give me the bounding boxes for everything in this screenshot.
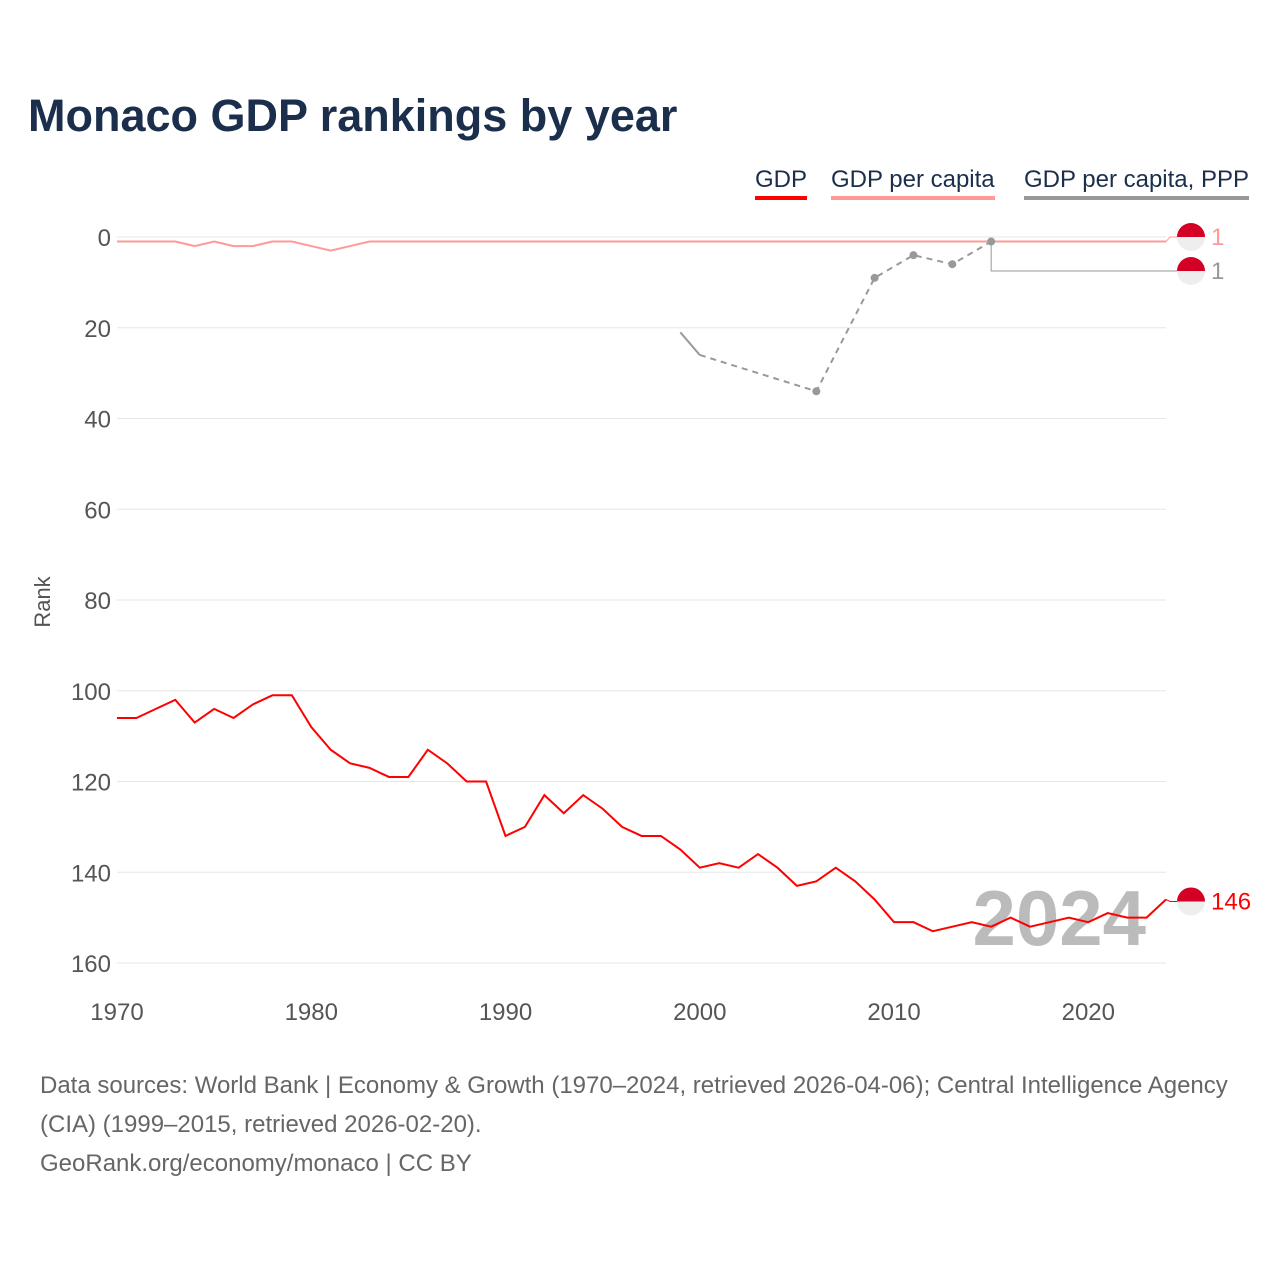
y-axis-label: Rank (30, 575, 55, 627)
legend-gdp-per-capita[interactable]: GDP per capita (831, 166, 995, 200)
monaco-flag-icon (1177, 223, 1205, 251)
legend-gdp[interactable]: GDP (755, 166, 808, 200)
data-point (909, 251, 918, 260)
y-tick-label: 80 (84, 588, 111, 615)
x-tick-label: 1990 (479, 999, 532, 1026)
end-label-connector (1165, 236, 1178, 242)
series-line-gdp-per-capita-ppp-gap (699, 240, 992, 393)
y-tick-label: 100 (71, 679, 111, 706)
x-tick-label: 2010 (867, 999, 920, 1026)
end-value-label: 1 (1211, 258, 1224, 285)
y-tick-label: 0 (98, 225, 111, 252)
chart-title: Monaco GDP rankings by year (28, 90, 678, 141)
legend-label: GDP per capita, PPP (1024, 166, 1249, 193)
legend-gdp-per-capita-ppp[interactable]: GDP per capita, PPP (1024, 166, 1249, 200)
legend-label: GDP (755, 166, 808, 193)
series-line-gdp-per-capita (117, 240, 1166, 252)
year-watermark: 2024 (972, 874, 1146, 962)
chart-plot: 0 20 40 60 80 100 120 140 160 1970 1980 1990 2000 201… (30, 223, 1251, 1026)
footer: Data sources: World Bank | Economy & Gro… (40, 1066, 1240, 1183)
monaco-flag-icon (1177, 257, 1205, 285)
legend-label: GDP per capita (831, 166, 995, 193)
end-value-label: 146 (1211, 888, 1251, 915)
data-point (948, 260, 957, 269)
y-tick-label: 120 (71, 770, 111, 797)
data-sources: Data sources: World Bank | Economy & Gro… (40, 1072, 1228, 1138)
monaco-flag-icon (1177, 887, 1205, 916)
y-tick-label: 160 (71, 951, 111, 978)
data-point (812, 387, 821, 396)
series-line-gdp-per-capita-ppp (679, 331, 701, 356)
x-tick-label: 2020 (1062, 999, 1115, 1026)
y-tick-label: 20 (84, 316, 111, 343)
series-line-gdp (117, 694, 1167, 933)
x-tick-label: 1980 (285, 999, 338, 1026)
end-label-connector (990, 241, 1178, 272)
y-tick-label: 140 (71, 860, 111, 887)
x-tick-label: 2000 (673, 999, 726, 1026)
y-tick-label: 60 (84, 497, 111, 524)
data-point (870, 273, 879, 282)
end-label-connector (1165, 899, 1178, 902)
y-tick-label: 40 (84, 407, 111, 434)
end-value-label: 1 (1211, 224, 1224, 251)
x-tick-label: 1970 (90, 999, 143, 1026)
credit[interactable]: GeoRank.org/economy/monaco | CC BY (40, 1150, 472, 1177)
